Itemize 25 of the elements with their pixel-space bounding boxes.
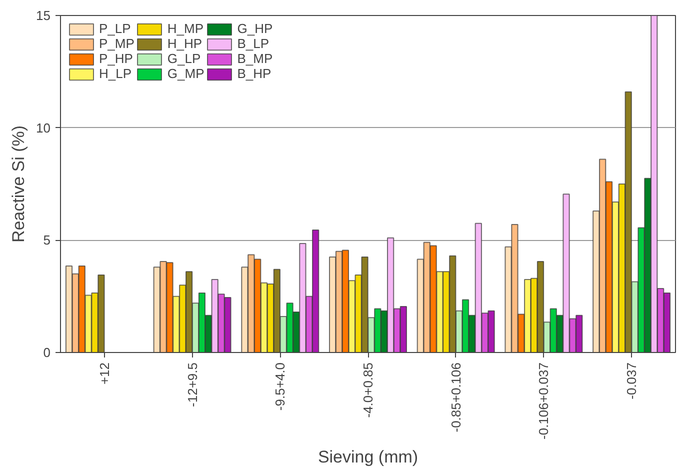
legend-label: H_HP: [167, 36, 202, 51]
x-axis-title: Sieving (mm): [318, 447, 418, 466]
x-tick-label: -12+9.5: [184, 362, 200, 407]
legend-label: B_MP: [237, 51, 273, 66]
y-tick-label: 0: [43, 345, 51, 360]
y-tick-label: 15: [36, 8, 51, 23]
x-tick-label: -0.037: [624, 362, 640, 400]
y-axis-title: Reactive Si (%): [9, 125, 28, 243]
y-tick-label: 10: [36, 120, 51, 136]
x-tick-label: -9.5+4.0: [272, 362, 288, 411]
legend-label: H_MP: [167, 21, 204, 36]
legend-label: H_LP: [99, 66, 132, 81]
x-tick-label: -0.106+0.037: [536, 362, 552, 440]
legend-label: G_LP: [167, 51, 201, 66]
legend-label: B_HP: [237, 66, 272, 81]
legend-label: P_MP: [99, 36, 134, 51]
legend-label: G_HP: [237, 21, 273, 36]
x-tick-label: -4.0+0.85: [360, 362, 376, 418]
legend-label: P_HP: [99, 51, 133, 66]
legend-label: B_LP: [237, 36, 270, 51]
x-tick-label: -0.85+0.106: [448, 362, 464, 432]
y-tick-label: 5: [43, 232, 51, 248]
legend-label: P_LP: [99, 21, 131, 36]
x-tick-label: +12: [96, 362, 112, 385]
legend-label: G_MP: [167, 66, 204, 81]
